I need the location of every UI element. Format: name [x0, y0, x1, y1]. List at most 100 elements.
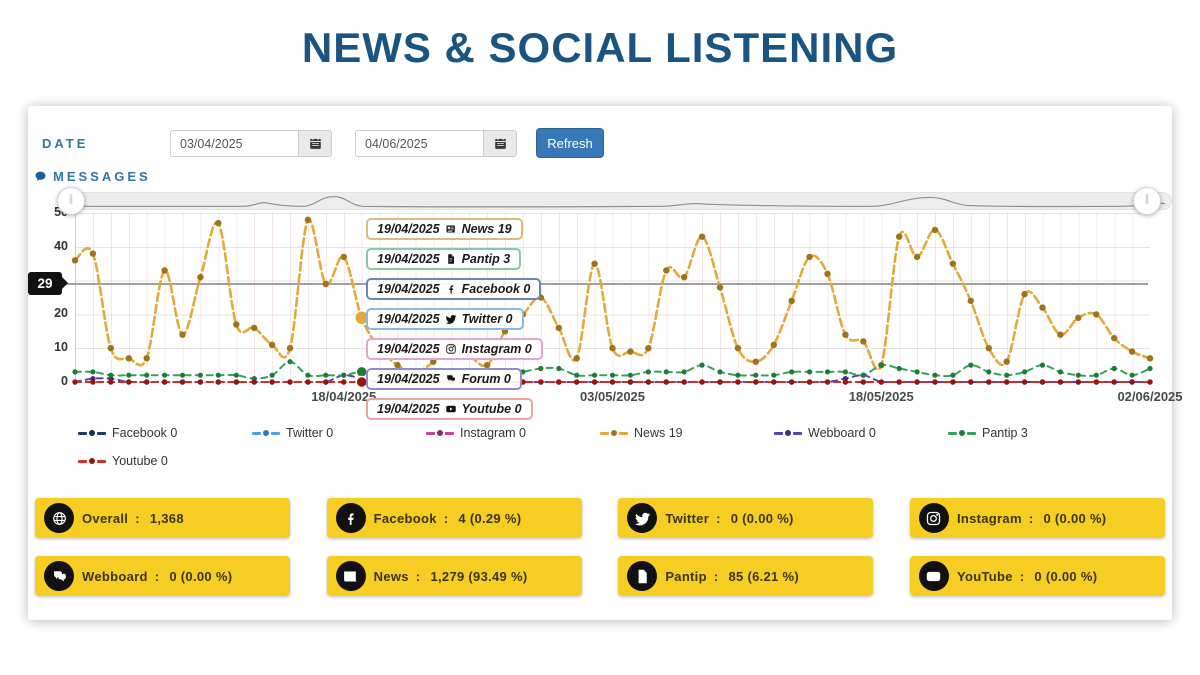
tooltip-date: 19/04/2025 — [377, 342, 440, 356]
instagram-icon — [925, 510, 942, 527]
stat-card-youtube: YouTube:0 (0.00 %) — [909, 556, 1165, 596]
tooltip-date: 19/04/2025 — [377, 372, 440, 386]
dashboard-panel: DATE Refresh MESSAGES — [28, 106, 1183, 620]
stat-value: 0 (0.00 %) — [169, 568, 233, 584]
stat-text: Facebook:4 (0.29 %) — [374, 511, 522, 526]
y-axis-tick-label: 20 — [54, 306, 68, 321]
legend-item-twitter[interactable]: Twitter 0 — [252, 424, 426, 442]
stat-colon: : — [1028, 510, 1034, 526]
legend-item-instagram[interactable]: Instagram 0 — [426, 424, 600, 442]
stat-label: News — [373, 568, 409, 584]
legend-label: Pantip 3 — [982, 426, 1028, 440]
globe-icon — [51, 510, 68, 527]
legend-item-youtube[interactable]: Youtube 0 — [78, 452, 252, 470]
legend-item-news[interactable]: News 19 — [600, 424, 774, 442]
navigator-left-handle[interactable]: ∥ — [57, 187, 85, 215]
stat-colon: : — [713, 568, 719, 584]
legend-label: Youtube 0 — [112, 454, 168, 468]
page-title: NEWS & SOCIAL LISTENING — [301, 24, 899, 71]
date-to-group — [355, 130, 517, 157]
legend-dash — [426, 431, 435, 435]
legend-label: Instagram 0 — [460, 426, 527, 440]
news-icon — [342, 568, 359, 585]
tooltip-value: Forum 0 — [461, 372, 511, 386]
legend-dash — [619, 431, 628, 435]
legend-dash — [774, 431, 783, 435]
calendar-icon — [493, 136, 508, 151]
pantip-icon — [634, 568, 651, 585]
legend-label: News 19 — [634, 426, 683, 440]
stat-card-pantip: Pantip:85 (6.21 %) — [618, 556, 874, 596]
tooltip-date: 19/04/2025 — [377, 282, 440, 296]
date-from-input[interactable] — [170, 130, 298, 157]
stat-value: 1,368 — [149, 510, 184, 526]
y-axis-tick-label: 10 — [54, 340, 68, 355]
chart-range-navigator[interactable] — [62, 192, 1172, 210]
legend-dash — [271, 431, 280, 435]
stat-icon-circle — [44, 561, 74, 591]
stat-colon: : — [716, 510, 721, 526]
messages-chart: ∥ ∥ 0 10 20 40 50 29 18/04/2025 03/05/2025 18/… — [28, 187, 1183, 420]
message-bubble-icon — [34, 170, 47, 183]
facebook-icon — [342, 510, 359, 527]
stat-label: YouTube — [956, 568, 1013, 584]
legend-dash — [445, 431, 454, 435]
legend-dash — [793, 431, 802, 435]
tooltip-forum: 19/04/2025 Forum 0 — [366, 368, 522, 390]
navigator-right-handle[interactable]: ∥ — [1133, 187, 1161, 215]
stat-value: 85 (6.21 %) — [728, 568, 799, 584]
stat-text: News:1,279 (93.49 %) — [374, 569, 528, 584]
legend-label: Webboard 0 — [808, 426, 876, 440]
legend-dash — [948, 431, 957, 435]
stat-icon-circle — [627, 561, 658, 591]
legend-dash — [600, 431, 609, 435]
tooltip-date: 19/04/2025 — [377, 402, 440, 416]
stat-icon-circle — [918, 561, 949, 591]
twitter-icon — [634, 510, 651, 527]
facebook-icon — [445, 283, 457, 295]
legend-label: Twitter 0 — [286, 426, 334, 440]
legend-item-pantip[interactable]: Pantip 3 — [948, 424, 1122, 442]
stat-value: 4 (0.29 %) — [458, 510, 522, 526]
legend-dash — [78, 431, 87, 435]
legend-dash — [97, 459, 106, 463]
stat-colon: : — [154, 568, 160, 584]
tooltip-youtube: 19/04/2025 Youtube 0 — [366, 398, 533, 420]
stat-value: 1,279 (93.49 %) — [430, 568, 528, 584]
legend-dot — [437, 430, 443, 436]
stat-colon: : — [1019, 568, 1025, 584]
date-label: DATE — [42, 136, 89, 151]
y-axis-tick-label: 0 — [61, 374, 68, 388]
legend-item-facebook[interactable]: Facebook 0 — [78, 424, 252, 442]
chart-series-svg — [71, 216, 1154, 389]
date-filter-row: DATE Refresh — [42, 128, 1158, 160]
y-axis-line — [75, 213, 76, 382]
date-from-calendar-button[interactable] — [298, 130, 332, 157]
calendar-icon — [308, 136, 323, 151]
stat-colon: : — [135, 510, 140, 526]
stat-label: Facebook — [373, 510, 437, 526]
navigator-sparkline — [68, 195, 1166, 208]
date-to-calendar-button[interactable] — [483, 130, 517, 157]
stat-card-webboard: Webboard:0 (0.00 %) — [35, 556, 290, 596]
refresh-button[interactable]: Refresh — [536, 128, 604, 158]
legend-dash — [252, 431, 261, 435]
stat-colon: : — [415, 568, 421, 584]
twitter-icon — [445, 313, 457, 325]
stat-value: 0 (0.00 %) — [1034, 568, 1098, 584]
x-axis-tick-label: 18/04/2025 — [311, 389, 377, 404]
tooltip-news: 19/04/2025 News 19 — [366, 218, 523, 240]
messages-section-header: MESSAGES — [34, 169, 151, 184]
legend-dot — [785, 430, 791, 436]
stat-label: Webboard — [82, 568, 148, 584]
legend-dot — [89, 430, 95, 436]
legend-item-webboard[interactable]: Webboard 0 — [774, 424, 948, 442]
date-from-group — [170, 130, 332, 157]
crosshair-value-badge: 29 — [28, 272, 68, 295]
tooltip-value: Instagram 0 — [461, 342, 532, 356]
stat-card-overall: Overall:1,368 — [35, 498, 290, 538]
tooltip-value: Twitter 0 — [461, 312, 513, 326]
y-axis-tick-label: 40 — [54, 238, 68, 253]
date-to-input[interactable] — [355, 130, 483, 157]
